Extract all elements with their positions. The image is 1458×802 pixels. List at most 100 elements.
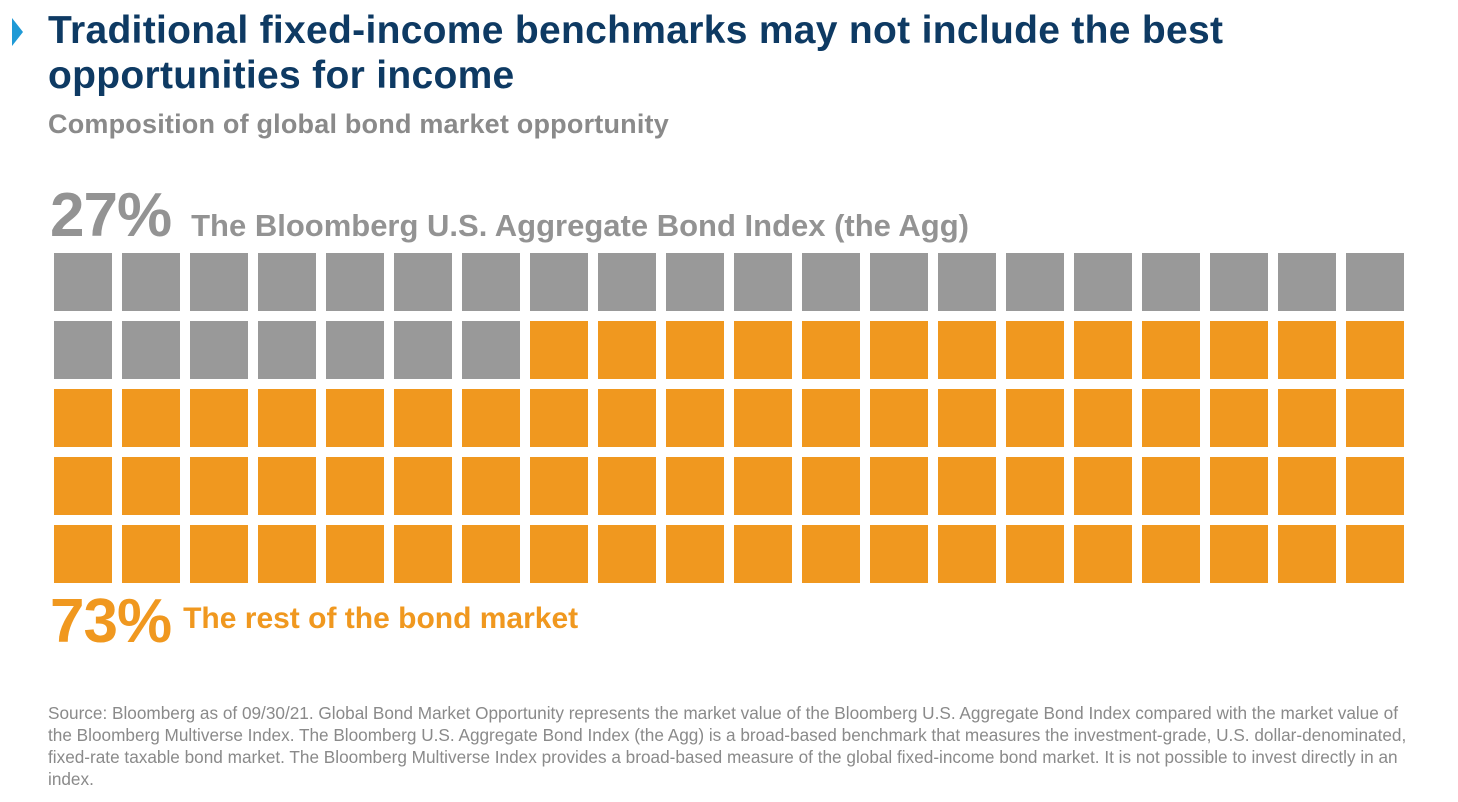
waffle-cell-agg [598, 253, 656, 311]
waffle-cell-rest [598, 321, 656, 379]
waffle-cell-agg [190, 253, 248, 311]
waffle-cell-rest [1346, 457, 1404, 515]
waffle-cell-rest [734, 525, 792, 583]
waffle-cell-rest [870, 457, 928, 515]
waffle-cell-rest [1074, 389, 1132, 447]
waffle-cell-rest [190, 389, 248, 447]
waffle-cell-rest [326, 525, 384, 583]
waffle-cell-agg [122, 253, 180, 311]
waffle-cell-rest [666, 389, 724, 447]
waffle-cell-agg [1278, 253, 1336, 311]
waffle-cell-rest [190, 525, 248, 583]
waffle-cell-rest [802, 525, 860, 583]
waffle-cell-rest [530, 389, 588, 447]
waffle-cell-agg [122, 321, 180, 379]
rest-description: The rest of the bond market [183, 602, 579, 635]
waffle-cell-agg [326, 253, 384, 311]
waffle-cell-agg [326, 321, 384, 379]
waffle-cell-rest [734, 457, 792, 515]
waffle-cell-rest [1074, 525, 1132, 583]
waffle-cell-agg [190, 321, 248, 379]
waffle-cell-rest [938, 457, 996, 515]
waffle-cell-agg [54, 321, 112, 379]
waffle-cell-rest [666, 321, 724, 379]
waffle-cell-agg [1210, 253, 1268, 311]
waffle-cell-rest [462, 525, 520, 583]
waffle-cell-rest [122, 525, 180, 583]
waffle-cell-rest [802, 457, 860, 515]
waffle-cell-rest [1006, 321, 1064, 379]
waffle-cell-rest [190, 457, 248, 515]
waffle-cell-rest [1210, 389, 1268, 447]
waffle-cell-rest [1074, 321, 1132, 379]
waffle-cell-agg [258, 253, 316, 311]
waffle-cell-rest [1142, 457, 1200, 515]
waffle-cell-agg [1142, 253, 1200, 311]
waffle-cell-rest [1346, 525, 1404, 583]
waffle-cell-agg [870, 253, 928, 311]
waffle-cell-rest [1142, 389, 1200, 447]
waffle-cell-agg [462, 321, 520, 379]
waffle-cell-rest [530, 321, 588, 379]
waffle-cell-agg [1006, 253, 1064, 311]
waffle-cell-rest [1006, 525, 1064, 583]
waffle-cell-rest [1006, 389, 1064, 447]
waffle-cell-rest [598, 389, 656, 447]
waffle-cell-rest [462, 389, 520, 447]
waffle-cell-rest [258, 457, 316, 515]
waffle-cell-rest [394, 457, 452, 515]
waffle-cell-rest [1278, 321, 1336, 379]
waffle-cell-rest [122, 389, 180, 447]
waffle-cell-rest [1278, 389, 1336, 447]
waffle-cell-rest [394, 525, 452, 583]
waffle-cell-agg [938, 253, 996, 311]
waffle-cell-rest [1142, 321, 1200, 379]
agg-description: The Bloomberg U.S. Aggregate Bond Index … [191, 208, 969, 243]
waffle-cell-rest [54, 525, 112, 583]
waffle-cell-rest [870, 321, 928, 379]
waffle-cell-rest [1346, 389, 1404, 447]
waffle-cell-agg [1074, 253, 1132, 311]
waffle-cell-rest [938, 321, 996, 379]
title-marker-icon [12, 18, 23, 46]
waffle-cell-rest [802, 389, 860, 447]
page-title: Traditional fixed-income benchmarks may … [48, 9, 1224, 97]
waffle-cell-agg [462, 253, 520, 311]
waffle-cell-rest [258, 525, 316, 583]
waffle-cell-rest [734, 389, 792, 447]
waffle-cell-rest [530, 457, 588, 515]
waffle-cell-agg [666, 253, 724, 311]
waffle-cell-rest [1210, 457, 1268, 515]
waffle-cell-rest [326, 389, 384, 447]
waffle-cell-rest [54, 389, 112, 447]
waffle-cell-rest [122, 457, 180, 515]
agg-label: 27% The Bloomberg U.S. Aggregate Bond In… [50, 180, 969, 251]
agg-percentage: 27% [50, 181, 172, 250]
waffle-cell-rest [530, 525, 588, 583]
waffle-cell-rest [938, 525, 996, 583]
waffle-cell-rest [1278, 525, 1336, 583]
waffle-cell-rest [938, 389, 996, 447]
waffle-cell-agg [1346, 253, 1404, 311]
waffle-cell-agg [258, 321, 316, 379]
waffle-cell-rest [1278, 457, 1336, 515]
waffle-chart [54, 253, 1404, 583]
waffle-cell-agg [802, 253, 860, 311]
waffle-cell-rest [1346, 321, 1404, 379]
waffle-cell-agg [530, 253, 588, 311]
waffle-cell-rest [326, 457, 384, 515]
waffle-cell-rest [802, 321, 860, 379]
page-subtitle: Composition of global bond market opport… [48, 109, 669, 139]
waffle-cell-agg [394, 321, 452, 379]
waffle-cell-rest [1142, 525, 1200, 583]
rest-label: 73% The rest of the bond market [50, 586, 578, 657]
waffle-cell-agg [734, 253, 792, 311]
waffle-cell-rest [1210, 525, 1268, 583]
waffle-cell-rest [870, 525, 928, 583]
waffle-cell-rest [54, 457, 112, 515]
rest-percentage: 73% [50, 587, 172, 656]
waffle-cell-rest [666, 525, 724, 583]
waffle-cell-rest [598, 457, 656, 515]
waffle-cell-rest [258, 389, 316, 447]
waffle-cell-rest [734, 321, 792, 379]
